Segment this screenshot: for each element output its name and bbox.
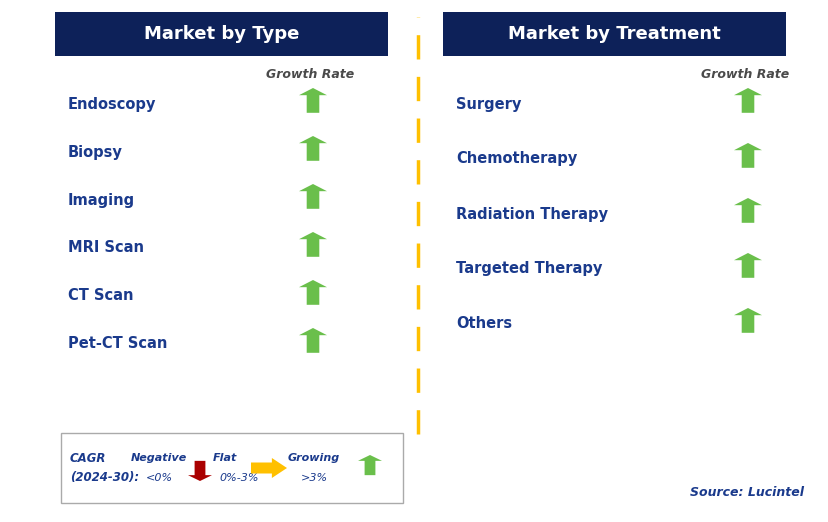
Polygon shape — [299, 232, 326, 257]
FancyBboxPatch shape — [61, 433, 402, 503]
Bar — [442, 12, 785, 56]
Text: Radiation Therapy: Radiation Therapy — [455, 207, 607, 221]
Text: Growth Rate: Growth Rate — [266, 67, 354, 80]
Text: Growth Rate: Growth Rate — [700, 67, 788, 80]
Polygon shape — [733, 198, 761, 223]
Text: >3%: >3% — [300, 473, 327, 483]
Polygon shape — [733, 143, 761, 168]
Polygon shape — [188, 461, 212, 481]
Polygon shape — [299, 328, 326, 353]
Polygon shape — [358, 455, 382, 475]
Polygon shape — [251, 458, 286, 478]
Polygon shape — [733, 308, 761, 333]
Text: MRI Scan: MRI Scan — [68, 241, 144, 255]
Text: Negative: Negative — [131, 453, 187, 463]
Text: Endoscopy: Endoscopy — [68, 97, 156, 112]
Text: Market by Treatment: Market by Treatment — [508, 25, 720, 43]
Text: Surgery: Surgery — [455, 97, 521, 112]
Text: Others: Others — [455, 316, 512, 331]
Text: Growing: Growing — [287, 453, 339, 463]
Text: Market by Type: Market by Type — [143, 25, 299, 43]
Text: Flat: Flat — [213, 453, 237, 463]
Polygon shape — [299, 280, 326, 305]
Text: CT Scan: CT Scan — [68, 289, 133, 303]
Text: (2024-30):: (2024-30): — [70, 470, 139, 483]
Polygon shape — [299, 136, 326, 161]
Text: Targeted Therapy: Targeted Therapy — [455, 262, 602, 277]
Text: CAGR: CAGR — [70, 453, 106, 466]
Text: Source: Lucintel: Source: Lucintel — [689, 485, 803, 499]
Text: Biopsy: Biopsy — [68, 145, 123, 160]
Text: Imaging: Imaging — [68, 193, 135, 208]
Text: Pet-CT Scan: Pet-CT Scan — [68, 337, 167, 351]
Polygon shape — [733, 253, 761, 278]
Text: 0%-3%: 0%-3% — [219, 473, 258, 483]
Text: Chemotherapy: Chemotherapy — [455, 151, 576, 167]
Polygon shape — [299, 184, 326, 209]
Polygon shape — [733, 88, 761, 113]
Polygon shape — [299, 88, 326, 113]
Text: <0%: <0% — [145, 473, 172, 483]
Bar — [55, 12, 388, 56]
